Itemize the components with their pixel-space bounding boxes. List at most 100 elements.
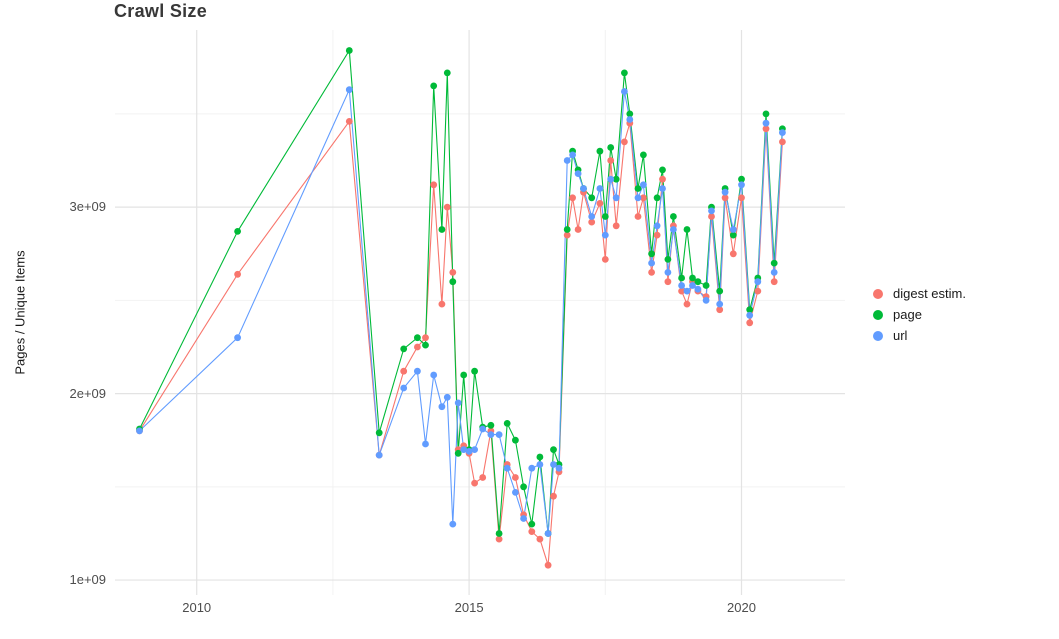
data-point-page	[621, 69, 628, 77]
data-point-page	[612, 175, 620, 183]
data-point-url	[234, 334, 242, 342]
data-point-url	[487, 431, 495, 438]
data-point-url	[689, 282, 696, 289]
data-point-page	[702, 282, 710, 289]
data-point-page	[414, 334, 421, 342]
data-point-digest	[234, 270, 242, 278]
data-point-url	[503, 464, 511, 472]
data-point-page	[528, 520, 536, 528]
data-point-digest	[779, 138, 786, 146]
x-tick-label-2015: 2015	[454, 600, 484, 615]
data-point-url	[746, 311, 754, 319]
data-point-url	[721, 188, 729, 196]
data-point-digest	[588, 218, 596, 226]
data-point-url	[683, 287, 691, 295]
data-point-url	[544, 530, 552, 537]
data-point-page	[596, 147, 604, 155]
data-point-page	[626, 110, 634, 118]
data-point-page	[430, 82, 438, 90]
data-point-url	[414, 367, 421, 375]
y-tick-label-3e09: 3e+09	[69, 199, 106, 215]
data-point-page	[601, 213, 609, 220]
data-point-page	[503, 420, 511, 427]
data-point-page	[471, 367, 478, 375]
data-point-page	[550, 446, 557, 453]
data-point-url	[678, 282, 685, 289]
data-point-url	[588, 213, 596, 220]
data-point-digest	[659, 175, 666, 183]
data-point-url	[400, 384, 408, 392]
data-point-url	[659, 185, 666, 192]
data-point-digest	[563, 231, 571, 239]
data-point-digest	[762, 125, 770, 133]
data-point-page	[640, 151, 647, 159]
legend-marker-url-icon	[873, 330, 883, 341]
data-point-url	[621, 88, 628, 95]
data-point-url	[136, 427, 143, 435]
data-point-url	[754, 278, 762, 286]
data-point-digest	[479, 474, 487, 481]
data-point-digest	[544, 561, 552, 569]
data-point-page	[495, 530, 503, 537]
data-point-page	[512, 436, 519, 444]
data-point-url	[702, 297, 710, 304]
data-point-url	[601, 231, 609, 239]
data-point-digest	[536, 535, 544, 543]
data-point-digest	[653, 231, 661, 239]
data-point-url	[536, 461, 544, 468]
legend-marker-page-icon	[873, 309, 883, 320]
legend-label-digest: digest estim.	[893, 286, 966, 301]
data-point-digest	[345, 118, 353, 125]
data-point-page	[460, 371, 468, 379]
data-point-url	[708, 207, 715, 215]
data-point-page	[422, 341, 429, 349]
data-point-page	[689, 274, 696, 282]
x-tick-label-2020: 2020	[727, 600, 756, 615]
data-point-page	[607, 144, 615, 151]
data-point-digest	[708, 213, 715, 220]
data-point-url	[422, 440, 429, 448]
data-point-digest	[512, 474, 519, 481]
data-point-digest	[569, 194, 576, 202]
series-line-digest	[139, 119, 783, 566]
data-point-url	[528, 464, 536, 472]
data-point-digest	[640, 194, 647, 202]
data-point-page	[694, 278, 702, 286]
data-point-url	[729, 226, 737, 233]
data-point-url	[612, 194, 620, 202]
data-point-digest	[449, 269, 457, 276]
data-point-url	[375, 451, 383, 459]
data-point-url	[443, 393, 451, 401]
data-point-digest	[721, 194, 729, 202]
data-point-page	[375, 429, 383, 437]
data-point-url	[495, 431, 503, 438]
data-point-url	[465, 448, 473, 455]
data-point-url	[640, 181, 647, 189]
data-point-digest	[414, 343, 421, 351]
series-line-url	[139, 89, 783, 534]
data-point-url	[520, 515, 527, 522]
data-point-page	[345, 47, 353, 54]
legend-marker-digest-icon	[873, 288, 883, 299]
legend-item-url: url	[873, 325, 966, 346]
data-point-page	[449, 278, 457, 286]
legend: digest estim. page url	[873, 283, 966, 346]
data-point-digest	[716, 306, 724, 314]
data-point-digest	[770, 278, 778, 286]
y-tick-label-2e09: 2e+09	[69, 385, 106, 401]
data-point-digest	[430, 181, 438, 189]
data-point-page	[770, 259, 778, 267]
data-point-digest	[746, 319, 754, 327]
data-point-url	[569, 151, 576, 159]
data-point-url	[430, 371, 438, 379]
data-point-digest	[683, 300, 691, 308]
data-point-url	[653, 222, 661, 230]
data-point-page	[487, 421, 495, 429]
data-point-digest	[664, 278, 672, 286]
data-point-url	[438, 403, 446, 411]
data-point-page	[520, 483, 527, 491]
data-point-page	[746, 306, 754, 314]
data-point-page	[563, 226, 571, 233]
data-point-digest	[528, 528, 536, 535]
